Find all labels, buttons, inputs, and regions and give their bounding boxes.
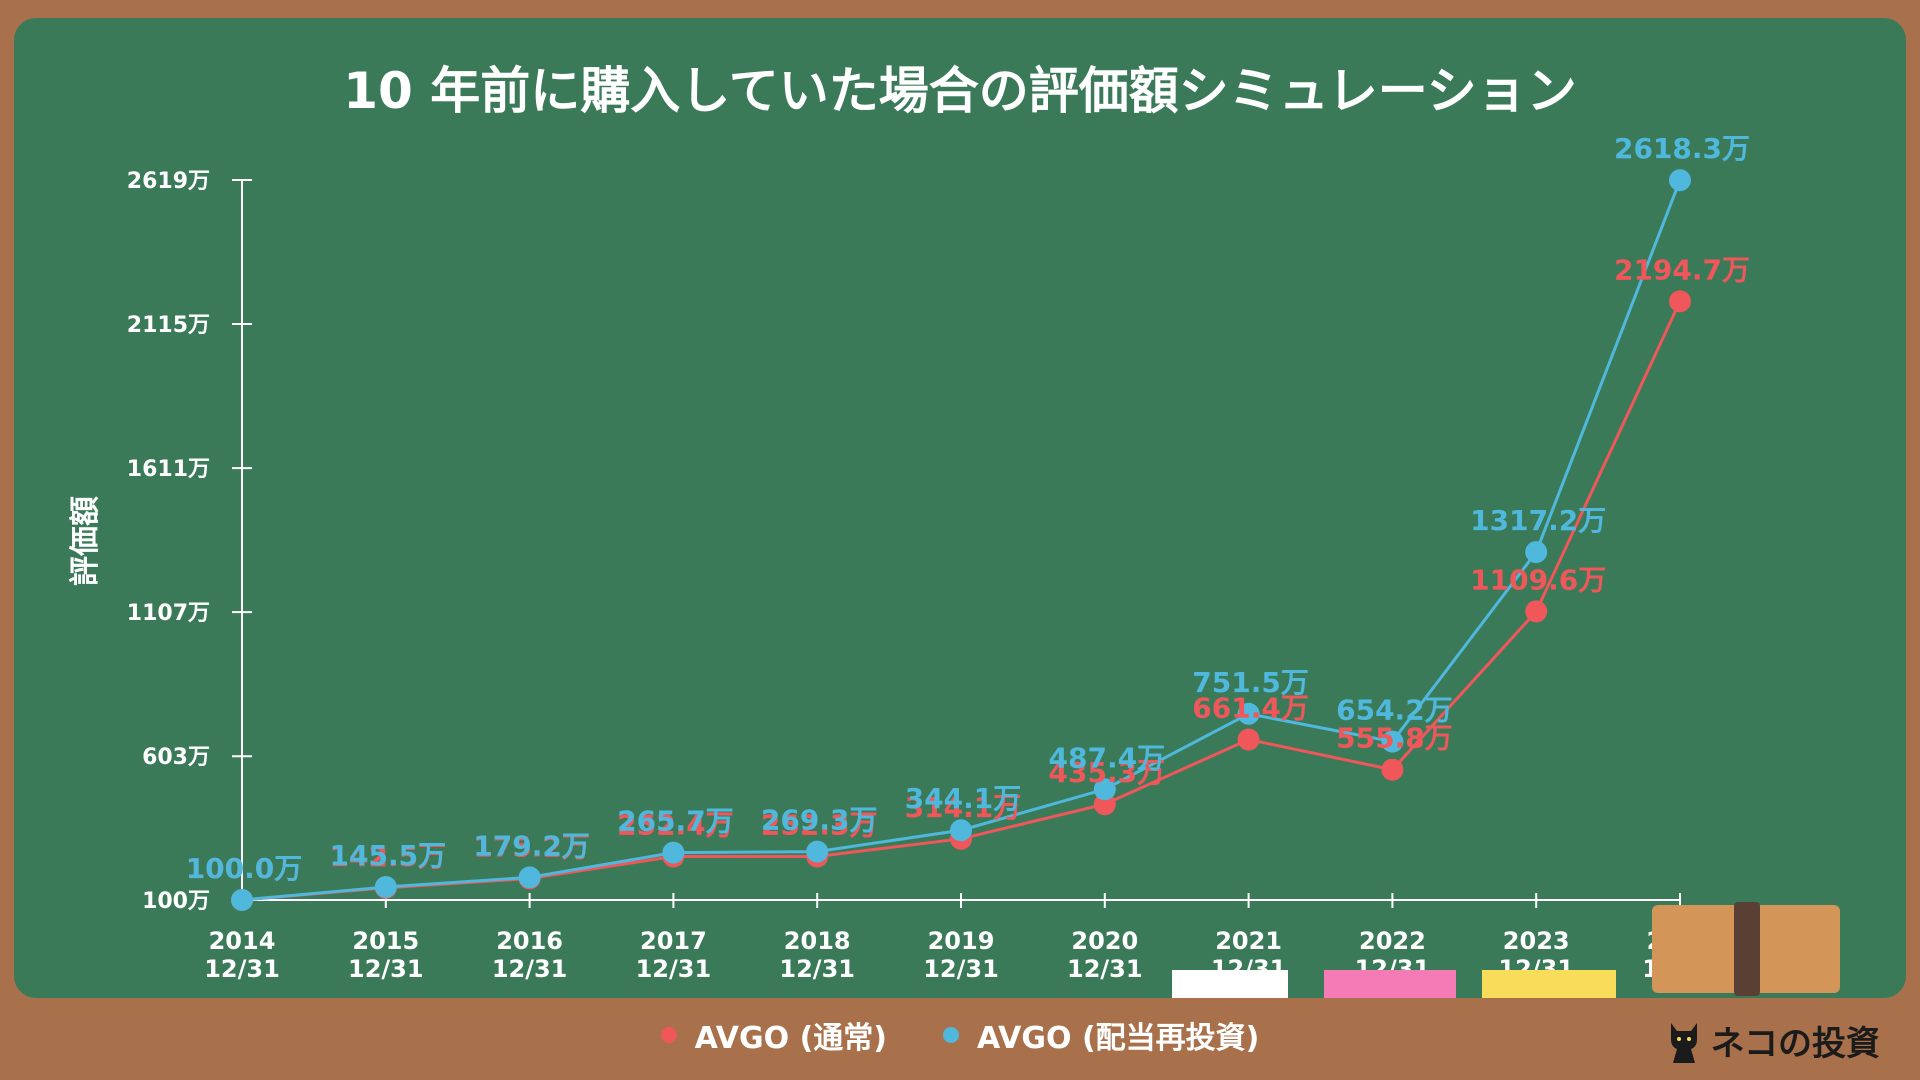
- x-tick-label-year: 2015: [352, 927, 419, 955]
- data-point-reinvest: [1525, 541, 1548, 564]
- legend-label-reinvest: AVGO (配当再投資): [977, 1021, 1260, 1056]
- brand-logo: ネコの投資: [1665, 1016, 1880, 1065]
- x-tick-label-year: 2019: [928, 927, 995, 955]
- data-point-normal: [1525, 600, 1548, 623]
- legend-label-normal: AVGO (通常): [694, 1021, 887, 1056]
- x-tick-label-date: 12/31: [348, 955, 424, 983]
- data-label-normal: 314.1万: [905, 791, 1022, 824]
- data-label-reinvest: 269.3万: [761, 804, 878, 837]
- data-label-normal: 175.2万: [473, 831, 590, 864]
- brand-name: ネコの投資: [1710, 1024, 1880, 1064]
- data-point-normal: [1381, 758, 1404, 781]
- data-label-reinvest: 2618.3万: [1614, 132, 1750, 165]
- data-label-reinvest: 179.2万: [473, 829, 590, 862]
- legend-marker-reinvest: [943, 1027, 959, 1043]
- data-label-reinvest: 265.7万: [617, 805, 734, 838]
- x-tick-label-year: 2017: [640, 927, 707, 955]
- x-axis-ticks: 201412/31201512/31201612/31201712/312018…: [204, 893, 1718, 983]
- x-tick-label-date: 12/31: [923, 955, 999, 983]
- data-point-reinvest: [1669, 169, 1691, 192]
- data-label-reinvest: 751.5万: [1192, 666, 1309, 699]
- black-cat-icon: [1670, 1022, 1697, 1063]
- chalk-yellow: [1482, 970, 1616, 998]
- data-label-reinvest: 344.1万: [905, 782, 1022, 815]
- eraser-icon: [1652, 902, 1840, 996]
- x-tick-label-year: 2023: [1503, 927, 1570, 955]
- data-point-reinvest: [1093, 778, 1116, 801]
- y-tick-label: 100万: [142, 889, 210, 914]
- x-tick-label-year: 2014: [209, 927, 276, 955]
- data-label-normal: 1109.6万: [1470, 563, 1606, 596]
- data-label-normal: 252.4万: [617, 808, 734, 841]
- chalk-white: [1172, 970, 1288, 998]
- data-label-normal: 555.8万: [1336, 722, 1453, 755]
- y-tick-label: 2619万: [127, 169, 210, 194]
- y-tick-label: 1611万: [127, 457, 210, 482]
- series-layer: 100.0万 142.5万 175.2万 252.4万 252.3万 314.1万 435.…: [186, 132, 1750, 911]
- legend-item-reinvest: AVGO (配当再投資): [943, 1013, 1259, 1057]
- legend: AVGO (通常) AVGO (配当再投資): [0, 1010, 1920, 1060]
- x-tick-label-year: 2021: [1215, 927, 1282, 955]
- data-label-normal: 661.4万: [1192, 692, 1309, 725]
- data-point-reinvest: [231, 889, 253, 911]
- data-point-normal: [1669, 290, 1691, 313]
- x-tick-label-date: 12/31: [204, 955, 280, 983]
- y-tick-label: 603万: [142, 745, 210, 770]
- x-tick-label-date: 12/31: [779, 955, 855, 983]
- data-label-normal: 100.0万: [186, 852, 303, 885]
- chalk-decorations: [1172, 902, 1840, 998]
- data-point-reinvest: [1381, 730, 1404, 753]
- x-tick-label-year: 2018: [784, 927, 851, 955]
- x-tick-label-date: 12/31: [636, 955, 712, 983]
- data-label-reinvest: 145.5万: [330, 839, 447, 872]
- data-label-normal: 142.5万: [330, 840, 447, 873]
- y-tick-label: 1107万: [127, 601, 210, 626]
- data-point-reinvest: [518, 866, 541, 889]
- data-label-reinvest: 654.2万: [1336, 694, 1453, 727]
- y-axis-ticks: 100万 603万 1107万 1611万 2115万 2619万: [127, 169, 252, 914]
- y-axis-title: 評価額: [68, 496, 103, 586]
- legend-marker-normal: [660, 1027, 677, 1043]
- chalk-pink: [1324, 970, 1456, 998]
- data-point-reinvest: [950, 819, 972, 842]
- data-point-reinvest: [806, 840, 829, 863]
- data-label-normal: 435.3万: [1049, 756, 1166, 789]
- data-label-reinvest: 100.0万: [186, 852, 303, 885]
- data-label-normal: 252.3万: [761, 808, 878, 841]
- x-tick-label-year: 2020: [1071, 927, 1138, 955]
- chart-title: 10 年前に購入していた場合の評価額シミュレーション: [343, 62, 1577, 120]
- x-tick-label-date: 12/31: [1067, 955, 1143, 983]
- x-tick-label-year: 2022: [1359, 927, 1426, 955]
- y-tick-label: 2115万: [127, 313, 210, 338]
- x-tick-label-year: 2016: [496, 927, 563, 955]
- data-label-normal: 2194.7万: [1614, 253, 1750, 286]
- x-tick-label-date: 12/31: [492, 955, 568, 983]
- data-point-normal: [1237, 728, 1260, 751]
- data-point-reinvest: [374, 875, 397, 898]
- legend-item-normal: AVGO (通常): [660, 1013, 887, 1057]
- data-point-reinvest: [1237, 702, 1260, 725]
- data-point-reinvest: [662, 841, 685, 864]
- data-label-reinvest: 487.4万: [1049, 741, 1166, 774]
- data-label-reinvest: 1317.2万: [1470, 504, 1606, 537]
